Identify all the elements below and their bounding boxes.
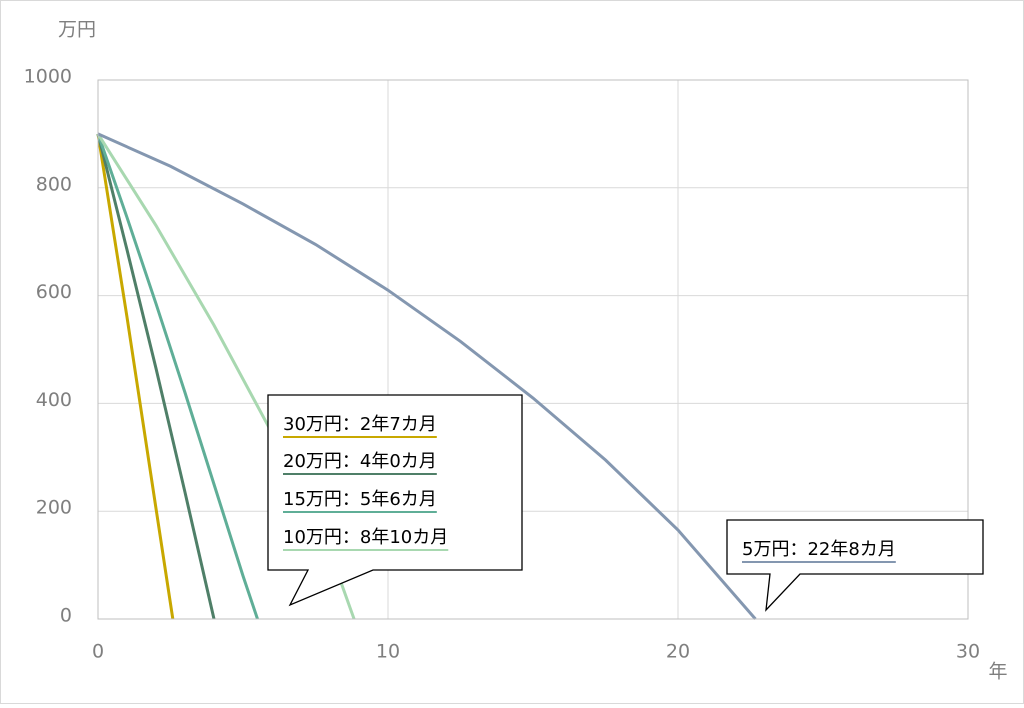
callout-label: 20万円：4年0カ月 bbox=[283, 451, 437, 472]
y-tick-label: 1000 bbox=[24, 66, 72, 88]
x-tick-label: 0 bbox=[92, 641, 104, 663]
series-line bbox=[96, 133, 175, 620]
y-tick-label: 0 bbox=[60, 605, 72, 627]
y-tick-label: 800 bbox=[36, 173, 72, 195]
y-tick-label: 600 bbox=[36, 281, 72, 303]
callout-box bbox=[726, 519, 984, 612]
series-line bbox=[96, 133, 216, 620]
callout-label: 5万円：22年8カ月 bbox=[742, 539, 896, 560]
y-tick-label: 400 bbox=[36, 389, 72, 411]
y-unit: 万円 bbox=[58, 19, 96, 41]
callout-label: 30万円：2年7カ月 bbox=[283, 414, 437, 435]
callout-label: 10万円：8年10カ月 bbox=[283, 527, 448, 548]
callout-box bbox=[267, 394, 523, 607]
callouts: 30万円：2年7カ月 20万円：4年0カ月 15万円：5年6カ月 10万円：8年10カ… bbox=[283, 414, 896, 563]
series-line bbox=[97, 132, 757, 620]
plot-frame bbox=[97, 79, 969, 620]
x-tick-label: 20 bbox=[666, 641, 690, 663]
callout-label: 15万円：5年6カ月 bbox=[283, 489, 437, 510]
x-tick-label: 30 bbox=[956, 641, 980, 663]
y-tick-label: 200 bbox=[36, 497, 72, 519]
x-unit: 年 bbox=[988, 661, 1007, 683]
series-line bbox=[96, 133, 259, 620]
x-tick-label: 10 bbox=[376, 641, 400, 663]
